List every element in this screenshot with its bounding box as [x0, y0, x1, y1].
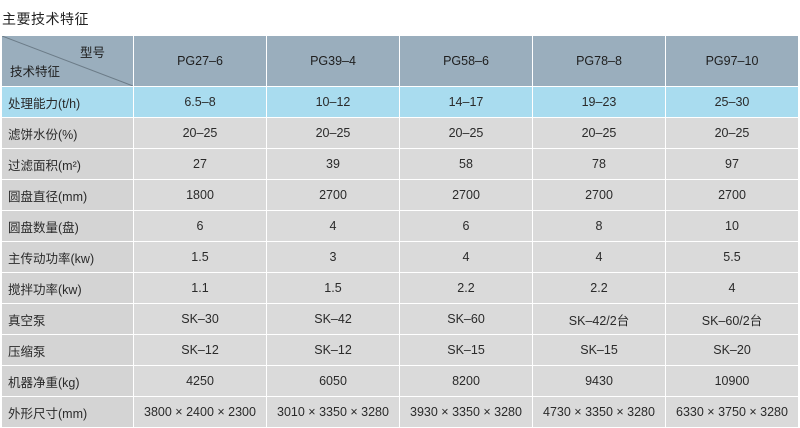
table-cell: 3010 × 3350 × 3280 [266, 396, 400, 428]
model-header: PG78–8 [532, 35, 666, 87]
table-cell: 10900 [665, 365, 799, 397]
table-cell: 20–25 [532, 117, 666, 149]
table-row: 过滤面积(m²) 27 39 58 78 97 [1, 148, 799, 180]
table-cell: 1.5 [266, 272, 400, 304]
table-cell: 2.2 [532, 272, 666, 304]
table-cell: 3930 × 3350 × 3280 [399, 396, 533, 428]
table-row: 搅拌功率(kw) 1.1 1.5 2.2 2.2 4 [1, 272, 799, 304]
table-cell: 14–17 [399, 86, 533, 118]
table-cell: 4250 [133, 365, 267, 397]
table-cell: 1.1 [133, 272, 267, 304]
row-label: 压缩泵 [1, 334, 134, 366]
table-cell: 6050 [266, 365, 400, 397]
table-cell: 6 [133, 210, 267, 242]
page-title: 主要技术特征 [2, 11, 89, 27]
row-label: 真空泵 [1, 303, 134, 335]
row-label: 圆盘数量(盘) [1, 210, 134, 242]
spec-table: 型号 技术特征 PG27–6 PG39–4 PG58–6 PG78–8 PG97… [1, 35, 799, 428]
table-cell: 10 [665, 210, 799, 242]
table-row: 圆盘直径(mm) 1800 2700 2700 2700 2700 [1, 179, 799, 211]
table-cell: 6.5–8 [133, 86, 267, 118]
table-cell: SK–30 [133, 303, 267, 335]
table-cell: 3 [266, 241, 400, 273]
table-row: 滤饼水份(%) 20–25 20–25 20–25 20–25 20–25 [1, 117, 799, 149]
table-cell: 2.2 [399, 272, 533, 304]
table-cell: SK–60/2台 [665, 303, 799, 335]
model-header: PG27–6 [133, 35, 267, 87]
row-label: 搅拌功率(kw) [1, 272, 134, 304]
diagonal-divider [2, 36, 133, 86]
table-cell: 6330 × 3750 × 3280 [665, 396, 799, 428]
row-label: 过滤面积(m²) [1, 148, 134, 180]
table-row: 主传动功率(kw) 1.5 3 4 4 5.5 [1, 241, 799, 273]
row-label: 处理能力(t/h) [1, 86, 134, 118]
table-cell: 20–25 [399, 117, 533, 149]
table-cell: 8200 [399, 365, 533, 397]
table-cell: SK–15 [399, 334, 533, 366]
table-cell: SK–12 [133, 334, 267, 366]
table-cell: 2700 [266, 179, 400, 211]
table-cell: 2700 [399, 179, 533, 211]
table-cell: 8 [532, 210, 666, 242]
table-cell: 78 [532, 148, 666, 180]
table-cell: 5.5 [665, 241, 799, 273]
table-row: 外形尺寸(mm) 3800 × 2400 × 2300 3010 × 3350 × … [1, 396, 799, 428]
table-cell: SK–20 [665, 334, 799, 366]
table-cell: 97 [665, 148, 799, 180]
model-header: PG39–4 [266, 35, 400, 87]
table-cell: 1.5 [133, 241, 267, 273]
row-label: 滤饼水份(%) [1, 117, 134, 149]
header-row: 型号 技术特征 PG27–6 PG39–4 PG58–6 PG78–8 PG97… [1, 35, 799, 87]
table-cell: SK–15 [532, 334, 666, 366]
table-cell: 58 [399, 148, 533, 180]
table-row: 处理能力(t/h) 6.5–8 10–12 14–17 19–23 25–30 [1, 86, 799, 118]
table-cell: 25–30 [665, 86, 799, 118]
table-cell: 4730 × 3350 × 3280 [532, 396, 666, 428]
table-cell: 4 [665, 272, 799, 304]
table-cell: 2700 [532, 179, 666, 211]
table-cell: 20–25 [665, 117, 799, 149]
table-cell: 39 [266, 148, 400, 180]
table-cell: 6 [399, 210, 533, 242]
table-row: 机器净重(kg) 4250 6050 8200 9430 10900 [1, 365, 799, 397]
table-cell: 4 [266, 210, 400, 242]
model-header: PG97–10 [665, 35, 799, 87]
row-label: 圆盘直径(mm) [1, 179, 134, 211]
table-row: 真空泵 SK–30 SK–42 SK–60 SK–42/2台 SK–60/2台 [1, 303, 799, 335]
row-label: 主传动功率(kw) [1, 241, 134, 273]
table-cell: SK–42/2台 [532, 303, 666, 335]
table-cell: 20–25 [266, 117, 400, 149]
corner-header-cell: 型号 技术特征 [1, 35, 134, 87]
row-label: 机器净重(kg) [1, 365, 134, 397]
table-cell: 1800 [133, 179, 267, 211]
corner-feature-label: 技术特征 [10, 65, 61, 79]
table-cell: SK–60 [399, 303, 533, 335]
row-label: 外形尺寸(mm) [1, 396, 134, 428]
table-cell: SK–42 [266, 303, 400, 335]
table-cell: 9430 [532, 365, 666, 397]
table-cell: SK–12 [266, 334, 400, 366]
table-cell: 4 [532, 241, 666, 273]
model-header: PG58–6 [399, 35, 533, 87]
table-row: 压缩泵 SK–12 SK–12 SK–15 SK–15 SK–20 [1, 334, 799, 366]
spec-table-body: 处理能力(t/h) 6.5–8 10–12 14–17 19–23 25–30 滤饼水份(%… [1, 86, 799, 428]
table-cell: 2700 [665, 179, 799, 211]
table-cell: 19–23 [532, 86, 666, 118]
table-cell: 27 [133, 148, 267, 180]
table-row: 圆盘数量(盘) 6 4 6 8 10 [1, 210, 799, 242]
table-cell: 3800 × 2400 × 2300 [133, 396, 267, 428]
table-cell: 20–25 [133, 117, 267, 149]
table-cell: 4 [399, 241, 533, 273]
table-cell: 10–12 [266, 86, 400, 118]
corner-model-label: 型号 [79, 46, 105, 60]
